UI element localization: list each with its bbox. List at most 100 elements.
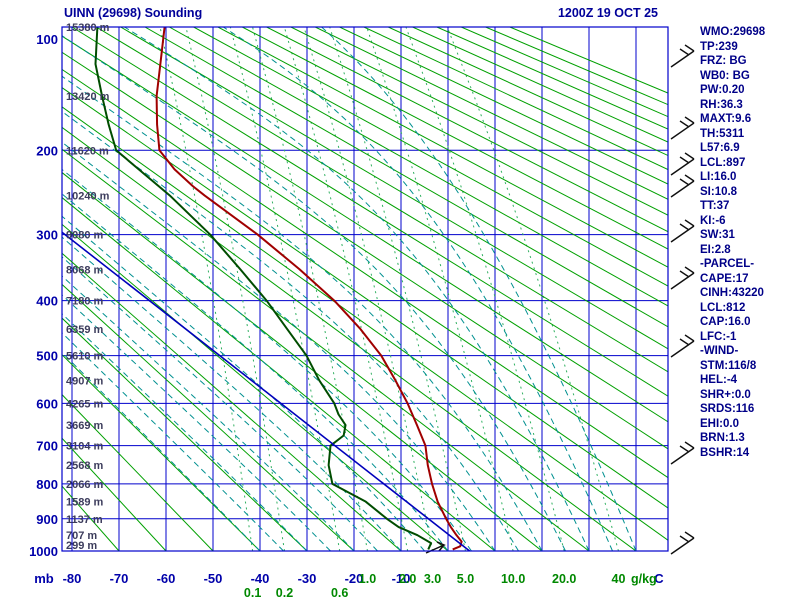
dry-adiabat-line	[62, 393, 214, 551]
pressure-label: 300	[36, 228, 58, 243]
dry-adiabat-line	[339, 27, 668, 185]
wind-barb	[670, 219, 695, 243]
moist-adiabats	[62, 27, 637, 551]
moist-adiabat-line	[62, 35, 566, 551]
altitude-label: 13420 m	[66, 91, 110, 103]
moist-adiabat-line	[62, 75, 543, 551]
altitude-label: 3669 m	[66, 420, 104, 432]
mixing-ratio-line	[446, 27, 619, 551]
stats-line: LI:16.0	[700, 171, 737, 183]
pressure-label: 900	[36, 512, 58, 527]
stats-line: -PARCEL-	[700, 258, 755, 270]
mixing-ratio-label: 5.0	[457, 572, 474, 586]
moist-adiabat-line	[62, 168, 472, 551]
dry-adiabats	[62, 27, 668, 551]
mixing-ratio-label: 20.0	[552, 572, 576, 586]
mixing-ratio-line	[185, 27, 285, 551]
stats-line: SRDS:116	[700, 403, 755, 415]
altitude-label: 6359 m	[66, 324, 104, 336]
dry-adiabat-line	[62, 86, 668, 509]
mixing-ratio-label: 1.0	[359, 572, 376, 586]
pressure-label: 100	[36, 32, 58, 47]
stats-line: BRN:1.3	[700, 432, 745, 444]
wind-barb	[670, 266, 695, 290]
dry-adiabat-line	[62, 35, 668, 423]
altitude-label: 2568 m	[66, 460, 104, 472]
mixing-unit-label: g/kg	[631, 572, 657, 586]
altitude-label: 2066 m	[66, 479, 104, 491]
stats-line: TH:5311	[700, 127, 745, 140]
dewpoint-line	[94, 27, 433, 550]
dry-adiabat-line	[62, 252, 402, 551]
mixing-ratio-line	[329, 27, 466, 551]
dry-adiabat-line	[62, 126, 637, 551]
moist-adiabat-line	[62, 332, 284, 551]
temp-label: -50	[204, 571, 223, 586]
moist-adiabat-line	[223, 27, 613, 551]
altitude-label: 4907 m	[66, 375, 104, 387]
dry-adiabat-line	[120, 27, 668, 350]
temp-label: -60	[157, 571, 176, 586]
mixing-ratio-label: 0.1	[244, 586, 261, 600]
stats-line: PW:0.20	[700, 84, 745, 96]
wind-barb	[670, 44, 695, 68]
temp-label: -40	[251, 571, 270, 586]
pressure-label: 200	[36, 143, 58, 158]
pressure-label: 1000	[29, 544, 58, 559]
stats-line: LCL:812	[700, 301, 746, 314]
temp-label: -10	[392, 571, 411, 586]
temperature-gridlines	[71, 27, 637, 551]
mixing-ratio-label: 40	[612, 572, 626, 586]
stats-line: BSHR:14	[700, 446, 750, 459]
moist-adiabat-line	[321, 27, 637, 551]
temp-label: -30	[298, 571, 317, 586]
stats-line: CAPE:17	[700, 272, 749, 285]
mixing-ratio-labels: 0.1 0.2 0.6 1.0 2.0 3.0 5.0 10.0 20.0 40 g/kg	[244, 572, 657, 600]
plot-border	[61, 26, 669, 552]
mixing-ratio-label: 3.0	[424, 572, 441, 586]
altitude-label: 7180 m	[66, 296, 104, 308]
temperature-line	[155, 27, 463, 551]
dry-adiabat-line	[144, 27, 668, 328]
mixing-ratio-line	[283, 27, 409, 551]
stats-line: STM:116/8	[700, 359, 757, 372]
dry-adiabat-line	[388, 27, 668, 157]
dry-adiabat-line	[169, 27, 668, 307]
stats-line: MAXT:9.6	[700, 113, 752, 125]
wind-barb	[670, 152, 695, 176]
stats-panel: WMO:29698 TP:239 FRZ: BG WB0: BG PW:0.20 RH:3…	[700, 25, 798, 460]
mixing-ratio-line	[366, 27, 514, 551]
dry-adiabat-line	[290, 27, 668, 216]
dry-adiabat-line	[315, 27, 668, 200]
stats-line: WMO:29698	[700, 26, 766, 38]
dry-adiabat-line	[62, 196, 496, 551]
stats-line: FRZ: BG	[700, 55, 747, 67]
surface-level-marker	[425, 541, 446, 554]
temp-label: -20	[345, 571, 364, 586]
dry-adiabat-line	[461, 27, 668, 118]
stats-line: SHR+:0.0	[700, 388, 751, 401]
wind-barb	[670, 334, 695, 358]
pressure-axis-labels: 100 200 300 400 500 600 700 800 900 1000 mb	[29, 32, 58, 586]
stats-line: HEL:-4	[700, 374, 738, 386]
stats-line: KI:-6	[700, 214, 726, 227]
mixing-ratio-label: 10.0	[501, 572, 525, 586]
sounding-datetime: 1200Z 19 OCT 25	[557, 6, 658, 20]
moist-adiabat-line	[124, 27, 590, 551]
pressure-unit-label: mb	[34, 571, 54, 586]
altitude-label: 707 m	[66, 530, 97, 542]
stats-line: TP:239	[700, 40, 738, 53]
altitude-label: 1137 m	[66, 514, 103, 526]
stats-line: -WIND-	[700, 345, 739, 357]
pressure-label: 800	[36, 477, 58, 492]
wind-barb	[670, 174, 695, 198]
altitude-label: 10240 m	[66, 190, 110, 202]
dry-adiabat-line	[412, 27, 668, 143]
stats-line: EI:2.8	[700, 243, 731, 256]
mixing-ratio-label: 0.2	[276, 586, 293, 600]
temp-label: -80	[63, 571, 82, 586]
stats-line: SI:10.8	[700, 185, 738, 198]
dry-adiabat-line	[62, 171, 543, 551]
temperature-trace	[155, 27, 463, 551]
mixing-ratio-lines	[159, 27, 619, 551]
